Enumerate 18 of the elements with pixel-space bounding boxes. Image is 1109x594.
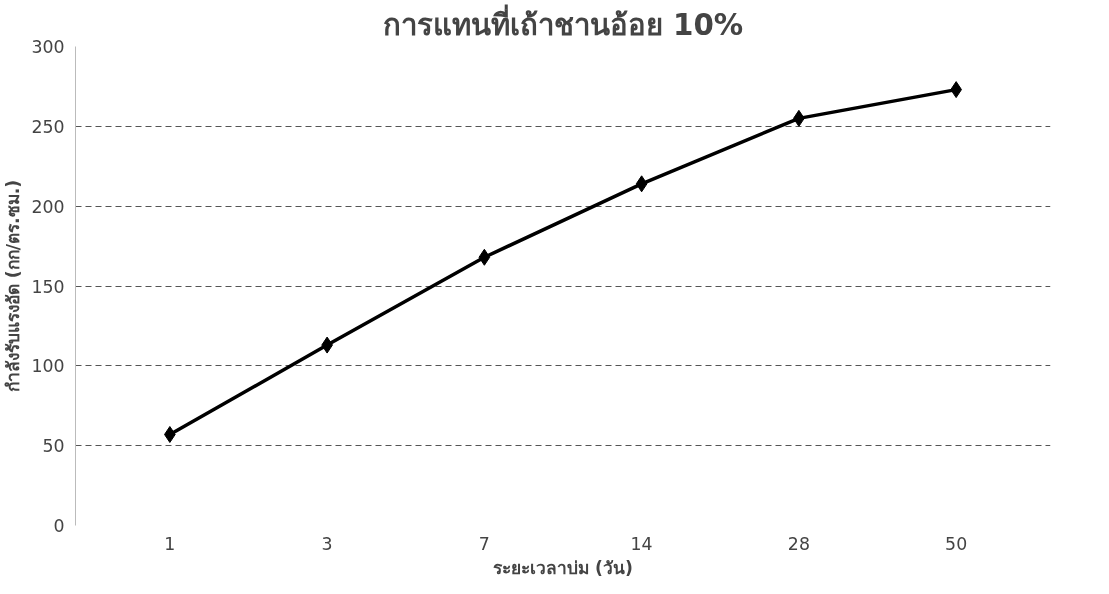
- x-tick-label: 50: [945, 533, 968, 554]
- x-tick-label: 28: [787, 533, 810, 554]
- x-axis-title: ระยะเวลาบ่ม (วัน): [493, 557, 633, 578]
- y-tick-label: 250: [31, 116, 65, 137]
- point: [635, 175, 648, 193]
- y-axis-title: กำลังรับแรงอัด (กก/ตร.ซม.): [3, 179, 24, 393]
- chart-title: การแทนที่เถ้าชานอ้อย 10%: [382, 3, 744, 42]
- x-tick-label: 14: [630, 533, 653, 554]
- x-tick-label: 3: [321, 533, 333, 554]
- x-tick-label: 7: [478, 533, 490, 554]
- y-tick-label: 100: [31, 356, 65, 377]
- y-tick-label: 150: [31, 276, 65, 297]
- y-tick-label: 0: [53, 516, 65, 536]
- y-tick-label: 50: [42, 436, 65, 457]
- point: [478, 248, 491, 266]
- y-tick-label: 300: [31, 37, 65, 57]
- y-tick-label: 200: [31, 196, 65, 217]
- x-tick-label: 1: [164, 533, 176, 554]
